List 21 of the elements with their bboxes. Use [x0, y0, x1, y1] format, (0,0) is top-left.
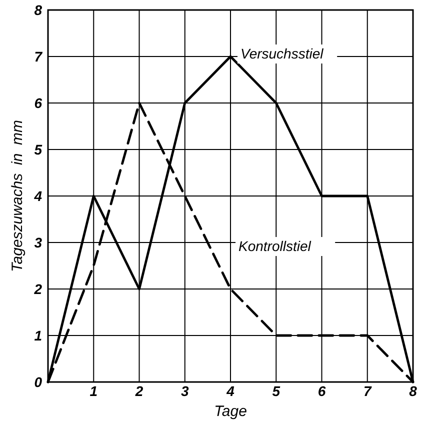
- x-tick-label: 1: [90, 383, 98, 399]
- y-tick-label: 6: [34, 95, 42, 111]
- y-tick-label: 3: [34, 234, 42, 250]
- series-label: Kontrollstiel: [238, 238, 312, 254]
- x-tick-label: 6: [318, 383, 326, 399]
- x-tick-label: 2: [134, 383, 144, 399]
- y-axis-title: Tageszuwachs in mm: [9, 120, 26, 272]
- y-tick-label: 2: [33, 281, 42, 297]
- y-tick-label: 1: [34, 328, 42, 344]
- y-tick-label: 8: [34, 2, 42, 18]
- x-tick-label: 5: [272, 383, 280, 399]
- x-tick-label: 8: [409, 383, 418, 399]
- x-tick-label: 7: [363, 383, 372, 399]
- series-label: Versuchsstiel: [240, 46, 324, 62]
- y-tick-label: 0: [34, 374, 42, 390]
- y-tick-label: 5: [34, 142, 42, 158]
- y-tick-label: 7: [34, 48, 44, 64]
- x-tick-label: 3: [180, 383, 189, 399]
- y-tick-label: 4: [33, 188, 42, 204]
- x-tick-label: 4: [226, 383, 235, 399]
- x-axis-title: Tage: [214, 403, 247, 420]
